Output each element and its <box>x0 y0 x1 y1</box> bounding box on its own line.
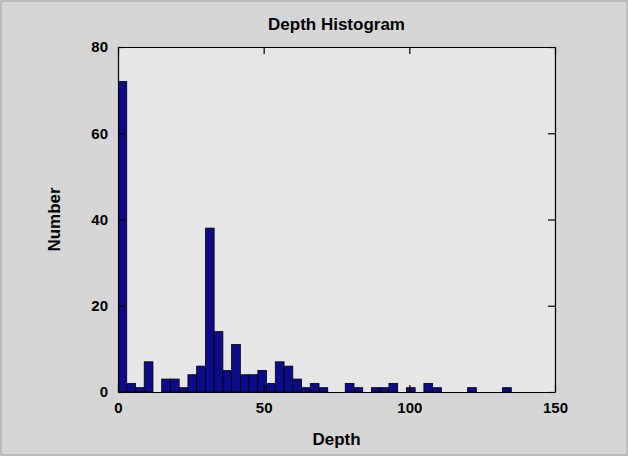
x-axis-title: Depth <box>312 430 360 449</box>
tick <box>264 47 265 54</box>
tick-label: 50 <box>256 399 273 416</box>
bar <box>144 362 153 392</box>
tick-mark <box>118 47 125 48</box>
tick: 50 <box>256 385 273 416</box>
bar <box>275 362 284 392</box>
axis-line <box>119 392 556 393</box>
tick-label: 20 <box>91 297 108 314</box>
bar <box>240 375 249 392</box>
bar <box>380 388 389 392</box>
bar <box>118 82 127 393</box>
y-axis-title: Number <box>45 187 64 252</box>
tick-mark <box>548 47 555 48</box>
bar <box>197 366 206 392</box>
tick-mark <box>548 392 555 393</box>
bar <box>302 388 311 392</box>
bar <box>354 388 363 392</box>
bar <box>232 345 241 392</box>
tick-mark <box>264 385 265 392</box>
bar <box>127 383 136 392</box>
tick <box>548 392 555 393</box>
bar <box>433 388 442 392</box>
tick <box>548 220 555 221</box>
bar <box>267 383 276 392</box>
bar <box>179 388 188 392</box>
plot: 0 50 100 150 0 20 40 60 80 <box>91 38 568 415</box>
title: Depth Histogram <box>268 15 405 34</box>
tick-label: 40 <box>91 211 108 228</box>
bar <box>345 383 354 392</box>
x-axis: 0 50 100 150 <box>114 385 568 416</box>
tick-mark <box>264 47 265 54</box>
bar <box>170 379 179 392</box>
chart: 0 50 100 150 0 20 40 60 80 Depth Histogram Depth Nu… <box>0 0 628 456</box>
tick-mark <box>548 133 555 134</box>
x-axis-top <box>119 47 556 54</box>
tick-mark <box>118 133 125 134</box>
tick-mark <box>409 47 410 54</box>
bar <box>389 383 398 392</box>
axis-line <box>555 48 556 393</box>
tick-mark <box>118 306 125 307</box>
background <box>1 1 627 455</box>
bar <box>214 332 223 392</box>
bars <box>118 82 511 393</box>
bar <box>293 379 302 392</box>
bar <box>310 383 319 392</box>
bar <box>258 370 267 392</box>
bar <box>424 383 433 392</box>
tick: 80 <box>91 38 125 55</box>
tick <box>409 47 410 54</box>
tick-label: 0 <box>114 399 122 416</box>
bar <box>249 375 258 392</box>
tick-mark <box>548 219 555 220</box>
bar <box>205 228 214 392</box>
tick <box>548 306 555 307</box>
tick-mark <box>548 306 555 307</box>
y-axis-right <box>548 48 556 393</box>
tick-label: 80 <box>91 38 108 55</box>
tick-label: 150 <box>543 399 568 416</box>
axis-line <box>119 47 556 48</box>
y-axis: 0 20 40 60 80 <box>91 38 125 400</box>
bar <box>319 388 328 392</box>
tick-mark <box>118 219 125 220</box>
bar <box>371 388 380 392</box>
tick: 20 <box>91 297 125 314</box>
tick <box>548 133 555 134</box>
bar <box>406 388 415 392</box>
bar <box>162 379 171 392</box>
tick: 100 <box>397 385 422 416</box>
tick-mark <box>118 392 125 393</box>
bar <box>284 366 293 392</box>
tick-mark <box>409 385 410 392</box>
tick-label: 60 <box>91 125 108 142</box>
tick: 40 <box>91 211 125 228</box>
plot-background <box>118 47 555 392</box>
tick: 60 <box>91 125 125 142</box>
tick <box>548 47 555 48</box>
tick-label: 100 <box>397 399 422 416</box>
bar <box>135 388 144 392</box>
bar <box>223 370 232 392</box>
tick-label: 0 <box>100 383 108 400</box>
bar <box>188 375 197 392</box>
bar <box>468 388 477 392</box>
tick: 0 <box>100 383 125 400</box>
bar <box>503 388 512 392</box>
